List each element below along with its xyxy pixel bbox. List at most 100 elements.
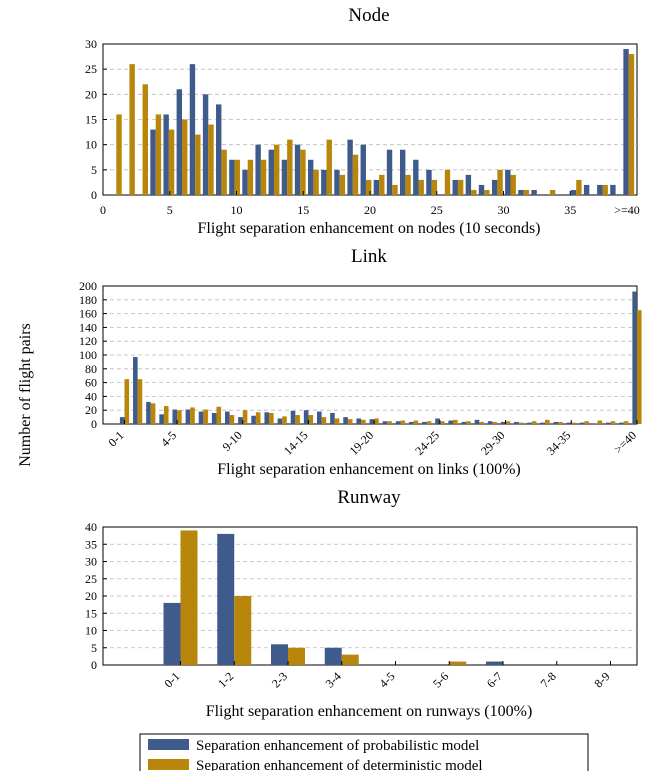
runway-chart-panel: 0 5 10 15 20 25 30 35 40 0-1 1-2 2-3 3-4 4-5 5-6 6-7 7-8… <box>85 520 638 690</box>
node-chart-panel: 0 5 10 15 20 25 30 0 5 10 15 20 25 30 35 >=40 <box>85 37 640 217</box>
probabilistic-bar <box>487 421 493 424</box>
deterministic-bar <box>295 415 300 424</box>
x-tick-label: 4-5 <box>158 428 179 449</box>
probabilistic-bar <box>185 409 191 424</box>
deterministic-bar <box>453 419 458 424</box>
deterministic-bar <box>544 419 550 424</box>
probabilistic-bar <box>570 189 577 195</box>
legend-deterministic-swatch <box>148 759 189 770</box>
probabilistic-bar <box>491 179 498 195</box>
deterministic-bar <box>229 415 235 424</box>
probabilistic-bar <box>211 412 217 424</box>
probabilistic-bar <box>303 410 309 424</box>
deterministic-bar <box>234 596 252 665</box>
deterministic-bar <box>129 64 135 195</box>
x-tick-label: 9-10 <box>219 428 244 453</box>
probabilistic-bar <box>255 144 261 195</box>
deterministic-bar <box>523 189 530 195</box>
deterministic-bar <box>137 379 143 424</box>
probabilistic-bar <box>452 179 458 195</box>
deterministic-bar <box>288 647 305 665</box>
link-title: Link <box>351 246 387 267</box>
x-tick-label: 34-35 <box>544 428 574 458</box>
deterministic-bar <box>379 174 385 195</box>
deterministic-bar <box>216 406 222 424</box>
probabilistic-bar <box>198 411 204 424</box>
y-tick-label: 0 <box>91 417 97 431</box>
y-tick-label: 80 <box>85 362 97 376</box>
probabilistic-bar <box>540 422 545 424</box>
legend: Separation enhancement of probabilistic … <box>139 733 589 771</box>
probabilistic-bar <box>399 149 406 195</box>
deterministic-bar <box>116 114 122 195</box>
deterministic-bar <box>221 149 227 195</box>
probabilistic-bar <box>395 421 401 424</box>
y-tick-label: 30 <box>85 37 97 51</box>
x-tick-label: 5-6 <box>430 669 451 690</box>
probabilistic-bar <box>505 169 511 195</box>
deterministic-bar <box>341 654 359 665</box>
probabilistic-bar <box>583 184 590 195</box>
probabilistic-bar <box>321 169 327 195</box>
deterministic-bar <box>497 169 503 195</box>
deterministic-bar <box>260 159 267 195</box>
deterministic-bar <box>150 403 156 424</box>
deterministic-bar <box>255 412 261 424</box>
x-tick-label: 14-15 <box>281 428 311 458</box>
probabilistic-bar <box>356 418 362 424</box>
probabilistic-bar <box>176 89 182 195</box>
deterministic-bar <box>628 54 635 195</box>
probabilistic-bar <box>448 420 453 424</box>
deterministic-bar <box>549 189 556 195</box>
deterministic-bar <box>571 422 576 424</box>
probabilistic-bar <box>119 417 125 424</box>
y-tick-label: 15 <box>85 606 97 620</box>
x-tick-label: 20 <box>364 203 376 217</box>
x-tick-label: >=40 <box>614 203 640 217</box>
deterministic-bar <box>576 179 582 195</box>
deterministic-bar <box>321 417 327 424</box>
legend-probabilistic-label: Separation enhancement of probabilistic … <box>196 738 479 754</box>
x-tick-label: 35 <box>564 203 576 217</box>
deterministic-bar <box>334 418 340 424</box>
deterministic-bar <box>405 174 411 195</box>
probabilistic-bar <box>531 189 537 195</box>
probabilistic-bar <box>606 422 611 424</box>
probabilistic-bar <box>202 94 209 195</box>
deterministic-bar <box>180 530 198 665</box>
deterministic-bar <box>163 406 169 424</box>
x-tick-label: 1-2 <box>215 669 236 690</box>
deterministic-bar <box>602 184 608 195</box>
probabilistic-bar <box>610 184 616 195</box>
y-tick-label: 10 <box>85 138 97 152</box>
deterministic-bar <box>439 421 445 424</box>
x-tick-label: 19-20 <box>347 428 377 458</box>
probabilistic-bar <box>251 415 256 424</box>
probabilistic-bar <box>343 417 348 424</box>
probabilistic-bar <box>382 421 388 424</box>
deterministic-bar <box>510 174 516 195</box>
probabilistic-bar <box>324 647 342 665</box>
probabilistic-bar <box>461 421 467 424</box>
probabilistic-bar <box>150 129 156 195</box>
probabilistic-bar <box>408 421 414 424</box>
probabilistic-bar <box>163 114 169 195</box>
deterministic-bar <box>203 409 208 424</box>
probabilistic-bar <box>597 184 603 195</box>
y-tick-label: 100 <box>79 348 97 362</box>
deterministic-bar <box>168 129 175 195</box>
link-x-axis-label: Flight separation enhancement on links (… <box>217 461 520 478</box>
deterministic-bar <box>418 179 424 195</box>
deterministic-bar <box>287 139 293 195</box>
probabilistic-bar <box>133 357 138 424</box>
probabilistic-bar <box>281 159 288 195</box>
deterministic-bar <box>531 421 537 424</box>
probabilistic-bar <box>330 412 335 424</box>
probabilistic-bar <box>518 189 524 195</box>
y-tick-label: 60 <box>85 376 97 390</box>
y-tick-label: 20 <box>85 87 97 101</box>
legend-deterministic-label: Separation enhancement of deterministic … <box>196 758 483 771</box>
probabilistic-bar <box>216 104 222 195</box>
deterministic-bar <box>142 84 148 195</box>
